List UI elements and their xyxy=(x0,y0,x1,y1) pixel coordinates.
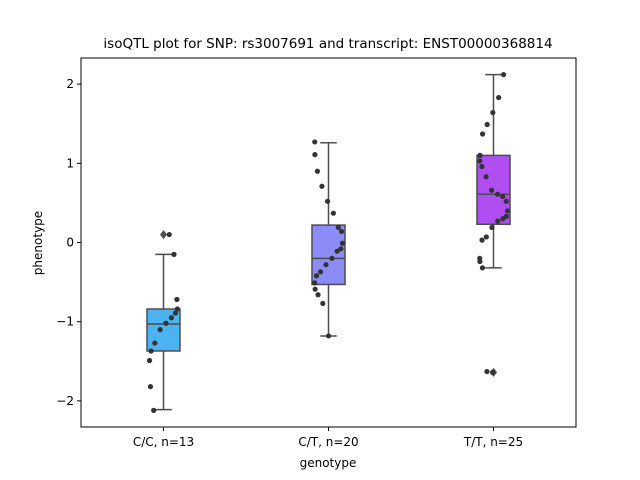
data-point xyxy=(312,139,318,145)
data-point xyxy=(483,174,489,180)
data-point xyxy=(479,265,486,271)
y-tick-label: 0 xyxy=(66,236,74,250)
outlier-marker xyxy=(160,230,167,240)
data-point xyxy=(477,158,483,164)
data-point xyxy=(171,251,177,257)
data-point xyxy=(320,300,326,307)
y-axis-label: phenotype xyxy=(31,211,45,275)
data-point xyxy=(334,248,340,254)
data-point xyxy=(330,210,336,216)
data-point xyxy=(146,357,153,364)
data-point xyxy=(172,310,179,316)
data-point xyxy=(312,152,318,158)
data-point xyxy=(152,340,158,346)
data-point xyxy=(325,333,332,339)
data-point xyxy=(168,315,175,321)
plot-frame xyxy=(80,57,577,428)
data-point xyxy=(338,228,345,235)
data-point xyxy=(500,72,507,78)
x-axis-label: genotype xyxy=(300,456,357,470)
data-point xyxy=(166,231,172,238)
data-point xyxy=(319,183,325,189)
y-tick-label: 2 xyxy=(66,77,74,91)
data-point xyxy=(479,163,485,170)
x-tick-label: T/T, n=25 xyxy=(463,435,523,449)
y-tick-label: −2 xyxy=(56,394,74,408)
data-point xyxy=(490,110,496,116)
y-tick-label: 1 xyxy=(66,156,74,170)
data-point xyxy=(147,384,154,390)
data-point xyxy=(324,198,331,204)
data-point xyxy=(489,224,495,231)
data-point xyxy=(174,306,180,312)
data-point xyxy=(483,234,489,240)
data-point xyxy=(500,193,506,200)
data-point xyxy=(495,218,501,224)
data-point xyxy=(489,187,495,193)
data-point xyxy=(496,94,502,101)
data-point xyxy=(490,369,496,375)
data-point xyxy=(338,246,344,252)
data-point xyxy=(504,208,511,214)
data-point xyxy=(163,320,169,326)
data-point xyxy=(477,258,483,265)
data-point xyxy=(312,280,318,286)
data-point xyxy=(500,216,506,222)
data-point xyxy=(479,237,485,243)
data-point xyxy=(477,152,483,158)
data-point xyxy=(157,327,163,333)
data-point xyxy=(484,368,490,375)
data-point xyxy=(151,407,157,413)
data-point xyxy=(317,269,324,275)
x-tick-label: C/T, n=20 xyxy=(298,435,358,449)
data-point xyxy=(480,131,486,137)
data-point xyxy=(315,292,321,298)
x-tick-label: C/C, n=13 xyxy=(133,435,194,449)
data-point xyxy=(314,168,321,174)
box xyxy=(311,224,346,286)
data-point xyxy=(313,273,320,279)
data-point xyxy=(312,286,318,292)
data-point xyxy=(503,198,509,204)
data-point xyxy=(323,262,329,268)
data-point xyxy=(484,121,490,128)
y-tick-label: −1 xyxy=(56,315,74,329)
data-point xyxy=(148,348,154,354)
data-point xyxy=(174,296,180,303)
data-point xyxy=(329,255,335,261)
chart-title: isoQTL plot for SNP: rs3007691 and trans… xyxy=(103,36,552,52)
data-point xyxy=(339,240,346,246)
data-point xyxy=(335,224,341,231)
data-point xyxy=(494,191,501,197)
